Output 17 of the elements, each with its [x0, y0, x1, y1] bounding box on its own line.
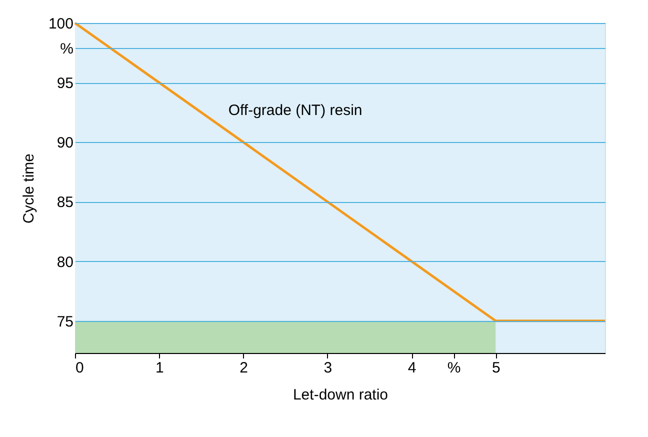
x-axis-title: Let-down ratio — [292, 386, 388, 404]
y-tick-label: 85 — [56, 194, 74, 212]
y-axis-title: Cycle time — [20, 153, 38, 224]
y-tick-label: 75 — [56, 313, 74, 330]
x-tick-label: 5 — [492, 360, 500, 376]
x-tick-label: 2 — [240, 360, 248, 376]
y-tick-label: % — [60, 40, 74, 58]
y-tick-label: 95 — [56, 75, 74, 92]
series-label: Off-grade (NT) resin — [228, 102, 362, 119]
x-tick-label: 0 — [76, 360, 84, 376]
x-tick-label: 1 — [155, 360, 164, 376]
y-tick-label: 90 — [56, 134, 74, 152]
y-tick-label: 80 — [56, 254, 74, 271]
x-tick-label: 4 — [408, 360, 416, 376]
y-tick-label: 100 — [48, 16, 74, 32]
x-tick-label: 3 — [324, 360, 332, 376]
x-tick-label: % — [447, 360, 461, 376]
